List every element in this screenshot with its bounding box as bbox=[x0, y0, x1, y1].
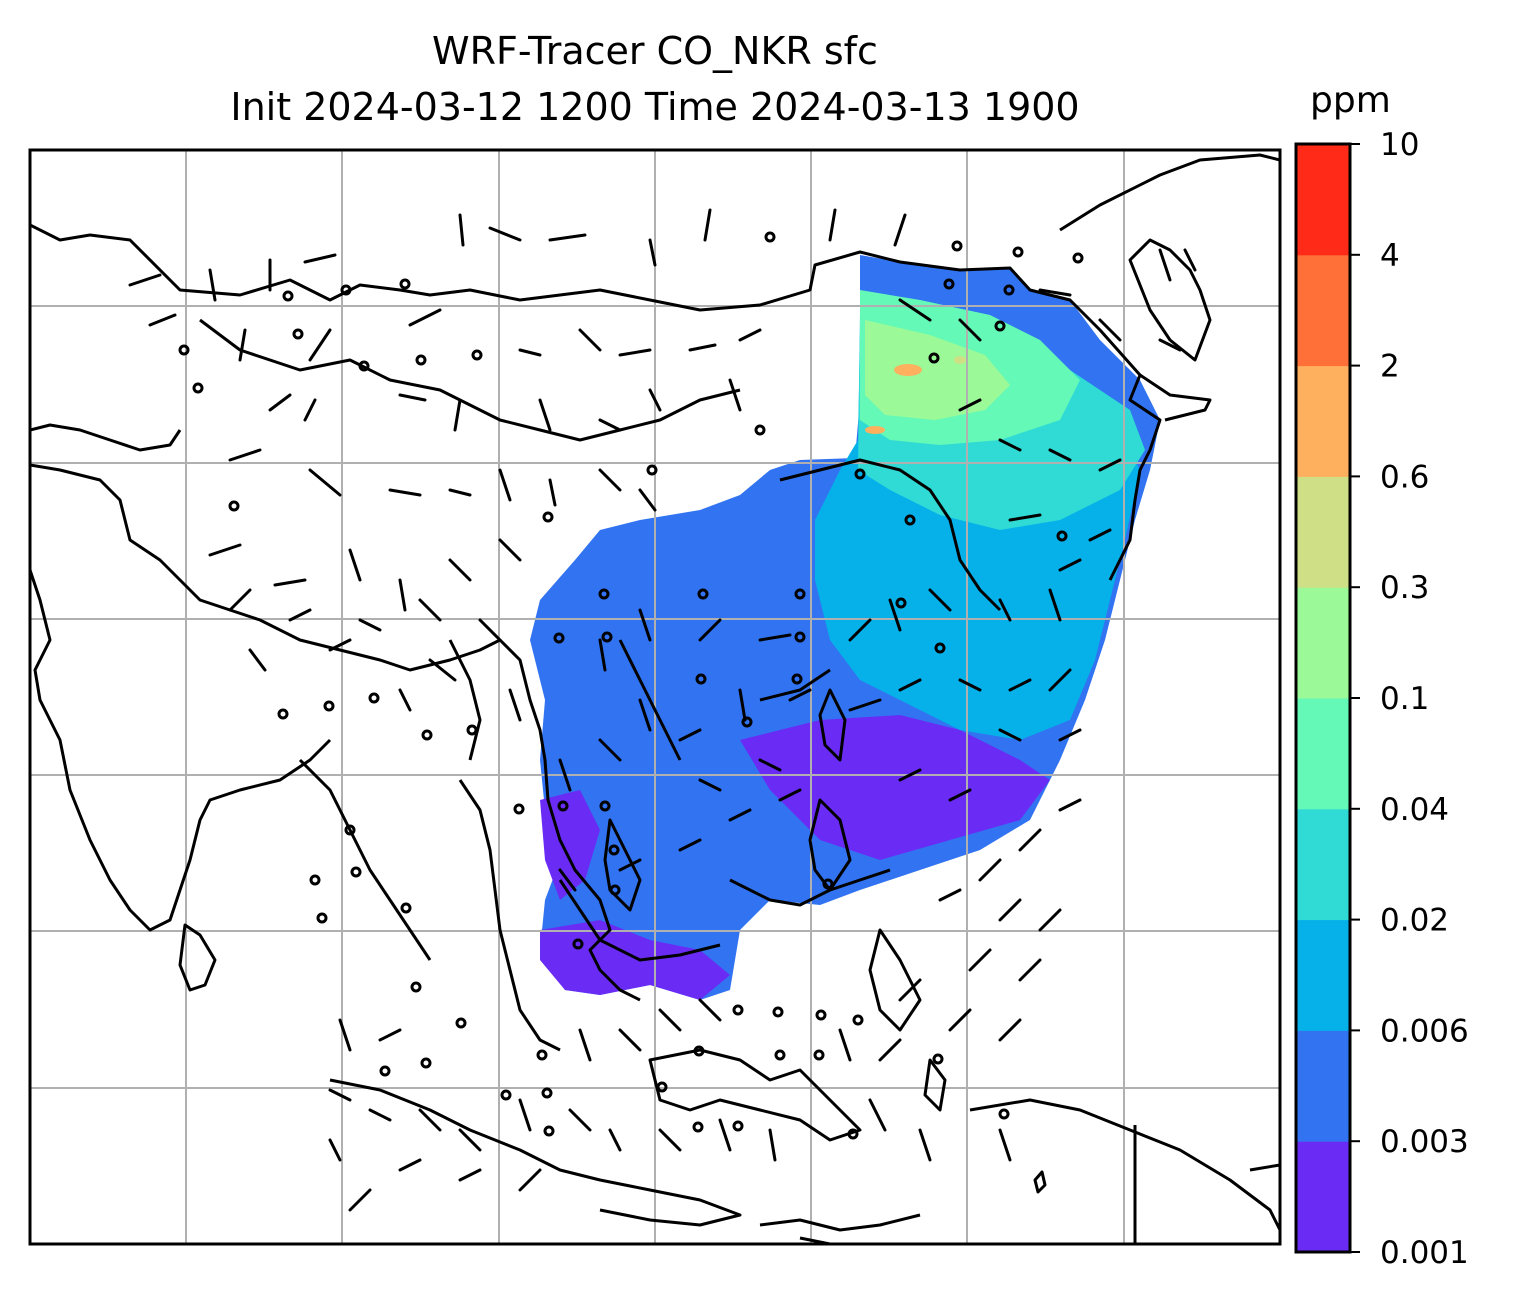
map-frame bbox=[28, 148, 1282, 1246]
colorbar-tick-label: 10 bbox=[1380, 127, 1419, 163]
colorbar-tick-label: 0.6 bbox=[1380, 459, 1429, 495]
colorbar-segment bbox=[1296, 254, 1350, 367]
tracer-plume-low-2 bbox=[740, 715, 1050, 860]
tracer-plume-peak-1 bbox=[894, 364, 922, 376]
colorbar-segment bbox=[1296, 587, 1350, 699]
tracer-plume-low-1 bbox=[540, 920, 730, 1000]
colorbar-segment bbox=[1296, 698, 1350, 810]
colorbar-tick-label: 0.02 bbox=[1380, 903, 1449, 939]
colorbar-tick-label: 0.1 bbox=[1380, 681, 1429, 717]
colorbar-segment bbox=[1296, 365, 1350, 477]
tracer-plume-peak-2 bbox=[865, 426, 885, 434]
coastlines bbox=[30, 153, 1280, 1244]
colorbar-segment bbox=[1296, 144, 1350, 256]
colorbar-segment bbox=[1296, 919, 1350, 1031]
colorbar-tick-label: 0.006 bbox=[1380, 1013, 1469, 1049]
colorbar-segment bbox=[1296, 1141, 1350, 1253]
colorbar-tick-label: 0.001 bbox=[1380, 1235, 1469, 1271]
tracer-plume-higher bbox=[865, 320, 1010, 420]
colorbar-tick-label: 0.003 bbox=[1380, 1124, 1469, 1160]
wind-barbs bbox=[128, 208, 1197, 1212]
colorbar-segment bbox=[1296, 808, 1350, 921]
colorbar-tick-label: 4 bbox=[1380, 238, 1400, 274]
colorbar-tick-label: 0.3 bbox=[1380, 570, 1429, 606]
colorbar-segment bbox=[1296, 476, 1350, 588]
colorbar-unit-label: ppm bbox=[1310, 80, 1391, 121]
colorbar-tick-label: 2 bbox=[1380, 349, 1400, 385]
tracer-plume-low-3 bbox=[540, 790, 600, 900]
tracer-plume-peak-3 bbox=[954, 356, 966, 364]
colorbar-segment bbox=[1296, 1030, 1350, 1142]
chart-title-line2: Init 2024-03-12 1200 Time 2024-03-13 190… bbox=[230, 85, 1080, 129]
chart-title-line1: WRF-Tracer CO_NKR sfc bbox=[432, 29, 878, 73]
map-gridlines bbox=[30, 150, 1280, 1244]
calm-wind-circles bbox=[178, 231, 1084, 1140]
colorbar-tick-label: 0.04 bbox=[1380, 792, 1449, 828]
